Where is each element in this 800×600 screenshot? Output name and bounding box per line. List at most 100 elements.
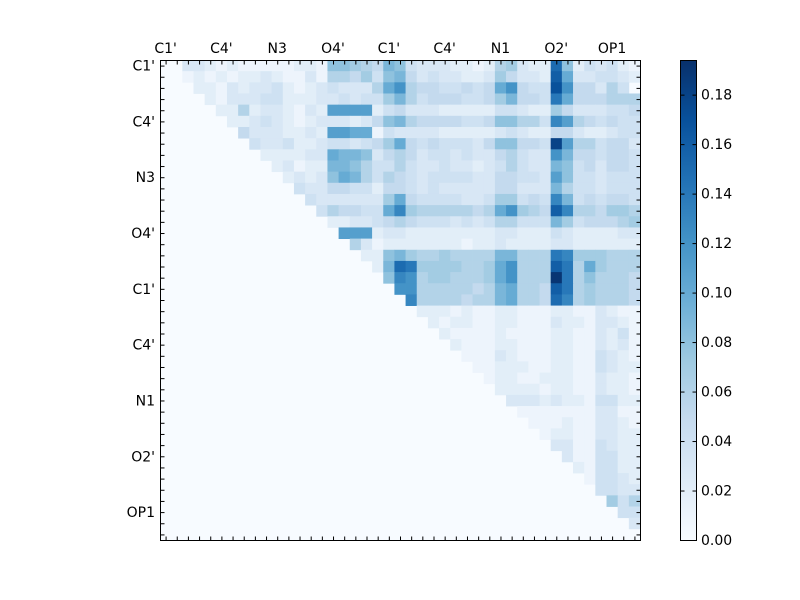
heatmap-cell bbox=[550, 305, 563, 318]
y-tick-label: C4' bbox=[132, 338, 155, 354]
heatmap-cell bbox=[617, 350, 630, 362]
heatmap-cell bbox=[349, 93, 362, 106]
heatmap-cell bbox=[606, 60, 619, 72]
heatmap-cell bbox=[383, 160, 395, 173]
heatmap-cell bbox=[584, 361, 596, 373]
heatmap-cell bbox=[494, 350, 507, 362]
heatmap-cell bbox=[472, 182, 485, 195]
heatmap-cell bbox=[561, 171, 574, 184]
heatmap-cell bbox=[472, 294, 485, 306]
heatmap-cell bbox=[550, 372, 563, 385]
heatmap-cell bbox=[595, 260, 607, 273]
heatmap-cell bbox=[628, 461, 641, 474]
heatmap-cell bbox=[383, 205, 395, 217]
heatmap-cell bbox=[472, 238, 485, 251]
heatmap-cell bbox=[617, 339, 630, 351]
heatmap-cell bbox=[394, 238, 406, 251]
heatmap-cell bbox=[394, 227, 406, 240]
heatmap-cell bbox=[394, 249, 406, 262]
heatmap-cell bbox=[338, 182, 351, 195]
heatmap-cell bbox=[494, 138, 507, 150]
heatmap-cell bbox=[595, 272, 607, 284]
heatmap-cell bbox=[528, 406, 540, 418]
heatmap-cell bbox=[617, 383, 630, 396]
heatmap-cell bbox=[416, 71, 429, 83]
heatmap-cell bbox=[584, 60, 596, 72]
heatmap-cell bbox=[372, 171, 384, 184]
heatmap-cell bbox=[550, 60, 563, 72]
heatmap-cell bbox=[450, 171, 462, 184]
heatmap-cell bbox=[617, 394, 630, 407]
heatmap-cell bbox=[606, 316, 619, 329]
heatmap-cell bbox=[628, 138, 641, 150]
heatmap-cell bbox=[472, 71, 485, 83]
heatmap-cell bbox=[628, 115, 641, 128]
heatmap-cell bbox=[372, 126, 384, 139]
heatmap-cell bbox=[461, 182, 473, 195]
heatmap-cell bbox=[360, 115, 373, 128]
heatmap-cell bbox=[439, 104, 451, 117]
heatmap-cell bbox=[595, 372, 607, 385]
heatmap-cell bbox=[506, 182, 518, 195]
heatmap-cell bbox=[461, 171, 473, 184]
heatmap-cell bbox=[483, 361, 496, 373]
x-tick-label: C4' bbox=[433, 41, 456, 57]
heatmap-cell bbox=[595, 428, 607, 440]
heatmap-cell bbox=[628, 406, 641, 418]
heatmap-cell bbox=[628, 160, 641, 173]
heatmap-cell bbox=[617, 294, 630, 306]
heatmap-cell bbox=[427, 115, 440, 128]
heatmap-cell bbox=[316, 171, 328, 184]
heatmap-cell bbox=[517, 216, 529, 228]
heatmap-cell bbox=[226, 115, 239, 128]
heatmap-cell bbox=[606, 406, 619, 418]
heatmap-cell bbox=[394, 283, 406, 295]
heatmap-cell bbox=[528, 205, 540, 217]
heatmap-cell bbox=[316, 104, 328, 117]
y-tick-label: O4' bbox=[131, 226, 155, 242]
heatmap-cell bbox=[539, 60, 552, 72]
heatmap-cell bbox=[271, 160, 284, 173]
heatmap-cell bbox=[573, 417, 585, 429]
heatmap-cell bbox=[383, 216, 395, 228]
heatmap-cell bbox=[573, 93, 585, 106]
heatmap-cell bbox=[595, 450, 607, 463]
heatmap-cell bbox=[584, 339, 596, 351]
heatmap-cell bbox=[539, 82, 552, 94]
heatmap-cell bbox=[539, 272, 552, 284]
heatmap-cell bbox=[483, 104, 496, 117]
heatmap-cell bbox=[193, 82, 206, 94]
heatmap-cell bbox=[472, 350, 485, 362]
heatmap-cell bbox=[360, 238, 373, 251]
heatmap-cell bbox=[573, 126, 585, 139]
heatmap-cell bbox=[483, 272, 496, 284]
heatmap-cell bbox=[528, 339, 540, 351]
heatmap-cell bbox=[439, 193, 451, 206]
heatmap-cell bbox=[461, 149, 473, 161]
heatmap-cell bbox=[517, 160, 529, 173]
heatmap-cell bbox=[360, 182, 373, 195]
heatmap-cell bbox=[494, 283, 507, 295]
heatmap-cell bbox=[249, 60, 261, 72]
heatmap-cell bbox=[517, 115, 529, 128]
heatmap-cell bbox=[584, 227, 596, 240]
heatmap-cell bbox=[561, 272, 574, 284]
heatmap-cell bbox=[439, 260, 451, 273]
heatmap-cell bbox=[628, 283, 641, 295]
heatmap-cell bbox=[584, 249, 596, 262]
heatmap-cell bbox=[450, 283, 462, 295]
heatmap-cell bbox=[494, 193, 507, 206]
heatmap-cell bbox=[483, 82, 496, 94]
heatmap-cell bbox=[182, 60, 194, 72]
heatmap-cell bbox=[628, 249, 641, 262]
heatmap-cell bbox=[595, 294, 607, 306]
heatmap-cell bbox=[573, 450, 585, 463]
heatmap-cell bbox=[327, 216, 340, 228]
heatmap-cell bbox=[573, 205, 585, 217]
heatmap-cell bbox=[550, 361, 563, 373]
heatmap-cell bbox=[561, 115, 574, 128]
heatmap-cell bbox=[617, 104, 630, 117]
heatmap-cell bbox=[595, 461, 607, 474]
heatmap-cell bbox=[383, 126, 395, 139]
heatmap-cell bbox=[628, 361, 641, 373]
